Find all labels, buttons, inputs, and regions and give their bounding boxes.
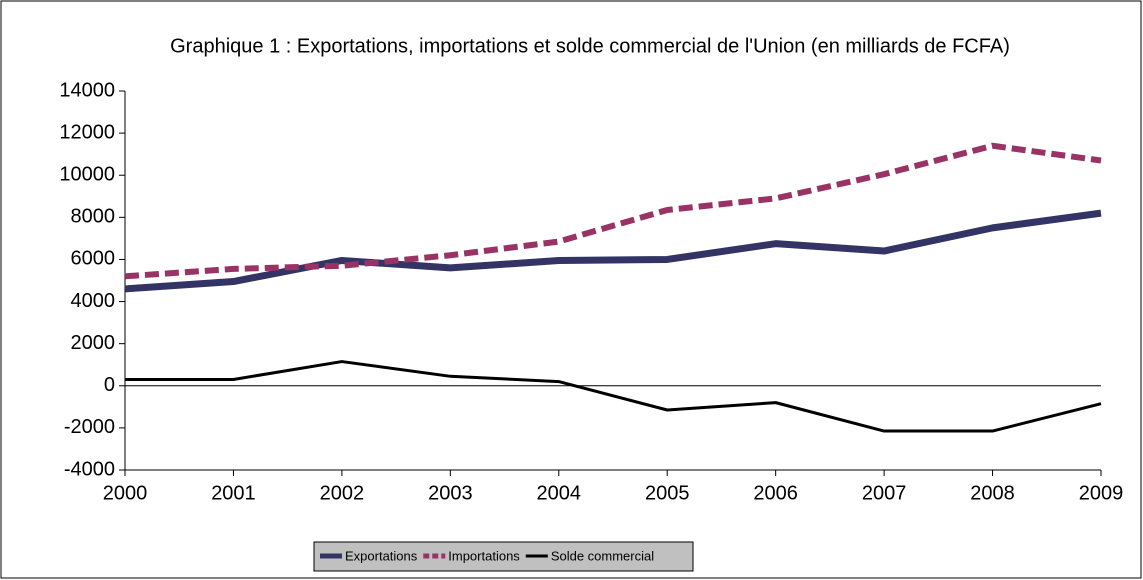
series-line [125,360,1102,433]
x-tick-label: 2004 [537,482,582,504]
y-tick-label: 10000 [59,164,115,186]
y-tick-label: 14000 [59,79,115,101]
series-line [124,209,1102,293]
x-tick-label: 2009 [1079,482,1124,504]
y-tick-label: -4000 [64,458,115,480]
legend-box [313,541,694,572]
x-tick-label: 2008 [970,482,1015,504]
x-tick-label: 2000 [103,482,148,504]
legend-label: Importations [448,548,520,563]
x-tick-label: 2001 [211,482,256,504]
y-tick-label: 8000 [71,206,116,228]
chart-title: Graphique 1 : Exportations, importations… [170,35,1010,57]
legend-label: Exportations [345,548,418,563]
series-line [124,142,1102,280]
legend: Exportations Importations Solde commercial [313,541,694,572]
x-tick-label: 2002 [320,482,365,504]
y-tick-label: -2000 [64,416,115,438]
x-tick-label: 2006 [753,482,798,504]
y-tick-label: 2000 [71,332,116,354]
y-tick-label: 6000 [71,248,116,270]
legend-label: Solde commercial [551,548,654,563]
y-tick-label: 4000 [71,290,116,312]
y-tick-label: 12000 [59,121,115,143]
y-tick-label: 0 [104,374,115,396]
x-tick-label: 2005 [645,482,690,504]
x-tick-label: 2007 [862,482,907,504]
x-tick-label: 2003 [428,482,473,504]
